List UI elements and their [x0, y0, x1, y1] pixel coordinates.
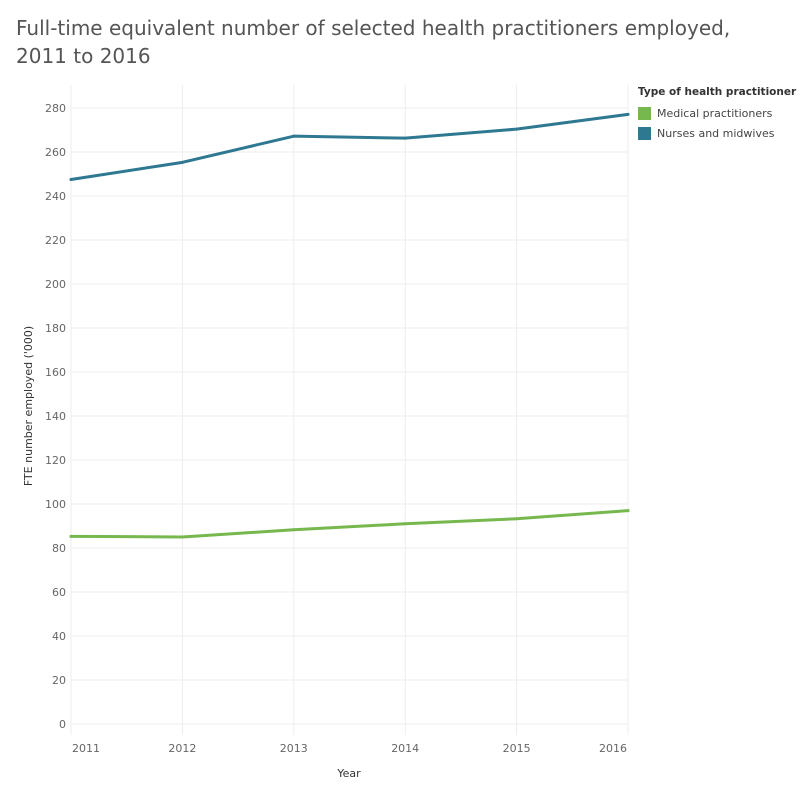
series-line-medical-practitioners[interactable]: [69, 509, 630, 539]
data-point-medical-practitioners-2016[interactable]: [626, 509, 630, 513]
y-tick-label-260: 260: [45, 146, 66, 159]
data-point-medical-practitioners-2013[interactable]: [292, 528, 296, 532]
legend: Type of health practitioner Medical prac…: [638, 86, 798, 143]
y-tick-label-40: 40: [52, 630, 66, 643]
y-tick-label-280: 280: [45, 102, 66, 115]
gridlines: [70, 85, 629, 735]
y-tick-label-100: 100: [45, 498, 66, 511]
y-tick-label-20: 20: [52, 674, 66, 687]
x-axis-ticks: 2011 2012 2013 2014 2015 2016: [72, 742, 627, 755]
legend-item-nurses-and-midwives[interactable]: Nurses and midwives: [638, 123, 798, 143]
legend-item-medical-practitioners[interactable]: Medical practitioners: [638, 103, 798, 123]
data-point-medical-practitioners-2015[interactable]: [515, 517, 519, 521]
x-tick-label-2015: 2015: [503, 742, 531, 755]
series-lines: [69, 112, 630, 539]
y-axis-title: FTE number employed ('000): [22, 326, 35, 486]
y-tick-label-80: 80: [52, 542, 66, 555]
x-tick-label-2013: 2013: [280, 742, 308, 755]
data-point-nurses-and-midwives-2015[interactable]: [515, 127, 519, 131]
y-tick-label-0: 0: [59, 718, 66, 731]
y-tick-label-60: 60: [52, 586, 66, 599]
data-point-medical-practitioners-2012[interactable]: [180, 535, 184, 539]
x-tick-label-2012: 2012: [168, 742, 196, 755]
data-point-medical-practitioners-2011[interactable]: [69, 534, 73, 538]
y-tick-label-220: 220: [45, 234, 66, 247]
legend-label-nurses-and-midwives: Nurses and midwives: [657, 126, 775, 140]
data-point-nurses-and-midwives-2016[interactable]: [626, 112, 630, 116]
y-axis-ticks: 0 20 40 60 80 100 120 140 160 180 200 220 240 260 280: [45, 102, 66, 731]
legend-swatch-medical-practitioners: [638, 106, 651, 120]
y-tick-label-200: 200: [45, 278, 66, 291]
y-tick-label-180: 180: [45, 322, 66, 335]
data-point-medical-practitioners-2014[interactable]: [403, 522, 407, 526]
y-tick-label-160: 160: [45, 366, 66, 379]
data-point-nurses-and-midwives-2011[interactable]: [69, 178, 73, 181]
x-tick-label-2014: 2014: [391, 742, 419, 755]
legend-label-medical-practitioners: Medical practitioners: [657, 106, 773, 120]
chart-title: Full-time equivalent number of selected …: [16, 16, 731, 68]
data-point-nurses-and-midwives-2013[interactable]: [292, 134, 296, 138]
data-point-nurses-and-midwives-2014[interactable]: [403, 136, 407, 140]
legend-swatch-nurses-and-midwives: [638, 126, 651, 140]
data-point-nurses-and-midwives-2012[interactable]: [180, 160, 184, 164]
series-line-nurses-and-midwives[interactable]: [69, 112, 630, 181]
x-tick-label-2011: 2011: [72, 742, 100, 755]
y-tick-label-120: 120: [45, 454, 66, 467]
x-tick-label-2016: 2016: [599, 742, 627, 755]
y-tick-label-140: 140: [45, 410, 66, 423]
legend-title: Type of health practitioner: [638, 86, 797, 98]
y-tick-label-240: 240: [45, 190, 66, 203]
x-axis-title: Year: [336, 767, 361, 780]
